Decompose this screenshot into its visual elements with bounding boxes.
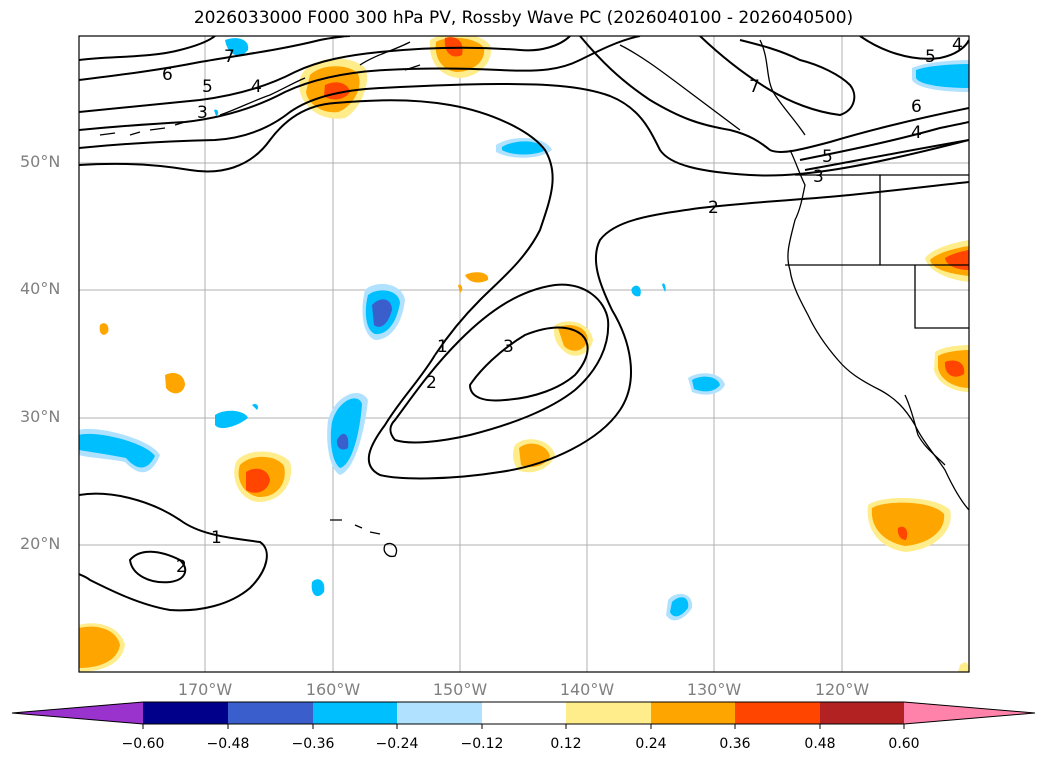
colorbar-bin — [143, 702, 228, 724]
contour-label: 7 — [224, 47, 235, 67]
contour-label: 4 — [251, 77, 262, 97]
contour-label: 7 — [749, 77, 760, 97]
colorbar-bin — [735, 702, 820, 724]
colorbar-tick-label: 0.48 — [804, 736, 836, 752]
anomaly-small-c — [465, 272, 489, 283]
anomaly-small-a — [165, 373, 185, 394]
colorbar-tick-label: −0.12 — [460, 736, 504, 752]
anomaly-southwest-corner — [79, 623, 125, 672]
contour-label: 4 — [952, 35, 963, 55]
lon-label-130w: 130°W — [686, 680, 742, 699]
colorbar-tick-label: −0.36 — [291, 736, 335, 752]
colorbar-tick-label: 0.12 — [550, 736, 582, 752]
lat-label-30n: 30°N — [20, 407, 61, 426]
anomaly-neg-hawaii-south — [311, 579, 325, 597]
colorbar-bin — [566, 702, 651, 724]
colorbar-extend-high — [904, 702, 1035, 724]
map-frame — [78, 35, 970, 673]
colorbar-tick-label: −0.24 — [375, 736, 419, 752]
pv-contours — [79, 36, 969, 612]
colorbar-bin — [228, 702, 313, 724]
colorbar-tick-label: 0.24 — [635, 736, 667, 752]
colorbar-bin — [651, 702, 735, 724]
anomaly-neg-west-2 — [215, 410, 248, 429]
contour-label: 4 — [911, 123, 922, 143]
contour-label: 2 — [708, 198, 719, 218]
colorbar-tick-label: −0.60 — [121, 736, 165, 752]
colorbar-bin — [313, 702, 397, 724]
anomaly-neg-small-1 — [631, 285, 641, 297]
contour-label: 6 — [162, 65, 173, 85]
anomaly-neg-west-1 — [79, 428, 160, 473]
anomaly-east-1 — [934, 345, 969, 392]
colorbar-tick-label: 0.36 — [719, 736, 751, 752]
anomaly-neg-central — [362, 284, 405, 340]
negative-anomalies — [79, 38, 969, 621]
contour-label: 3 — [197, 103, 208, 123]
colorbar-extend-low — [12, 702, 143, 724]
contour-label: 2 — [176, 557, 187, 577]
anomaly-corner-se — [958, 662, 969, 672]
map-title: 2026033000 F000 300 hPa PV, Rossby Wave … — [193, 8, 854, 28]
positive-anomalies — [79, 36, 969, 672]
anomaly-small-b — [99, 323, 109, 335]
contour-label: 6 — [911, 97, 922, 117]
anomaly-neg-small-2 — [662, 283, 666, 292]
contour-label: 1 — [437, 337, 448, 357]
anomaly-neg-top-left — [225, 38, 249, 56]
pv-contour-labels: 1 2 3 1 2 2 3 4 5 6 7 3 4 5 6 7 5 4 — [162, 35, 963, 577]
anomaly-small-d — [458, 284, 463, 293]
anomaly-center-east — [554, 321, 593, 356]
lat-label-20n: 20°N — [20, 534, 61, 553]
map-plot: 1 2 3 1 2 2 3 4 5 6 7 3 4 5 6 7 5 4 — [78, 35, 970, 673]
lon-label-150w: 150°W — [432, 680, 488, 699]
anomaly-southeast — [867, 498, 951, 552]
colorbar — [11, 701, 1036, 729]
anomaly-neg-southwest — [327, 392, 368, 475]
contour-label: 5 — [925, 47, 936, 67]
colorbar-bin — [397, 702, 482, 724]
lon-label-170w: 170°W — [177, 680, 233, 699]
lon-label-160w: 160°W — [305, 680, 361, 699]
contour-label: 5 — [822, 147, 833, 167]
anomaly-west-left — [234, 451, 292, 502]
lon-label-120w: 120°W — [814, 680, 870, 699]
lon-label-140w: 140°W — [559, 680, 615, 699]
colorbar-bin — [482, 702, 566, 724]
lat-label-40n: 40°N — [20, 279, 61, 298]
contour-label: 2 — [426, 373, 437, 393]
colorbar-tick-label: 0.60 — [888, 736, 920, 752]
contour-label: 3 — [813, 167, 824, 187]
colorbar-bin — [820, 702, 904, 724]
contour-label: 5 — [202, 77, 213, 97]
coastlines — [99, 39, 969, 558]
contour-label: 1 — [211, 528, 222, 548]
lat-label-50n: 50°N — [20, 152, 61, 171]
contour-label: 3 — [503, 337, 514, 357]
colorbar-tick-label: −0.48 — [206, 736, 250, 752]
